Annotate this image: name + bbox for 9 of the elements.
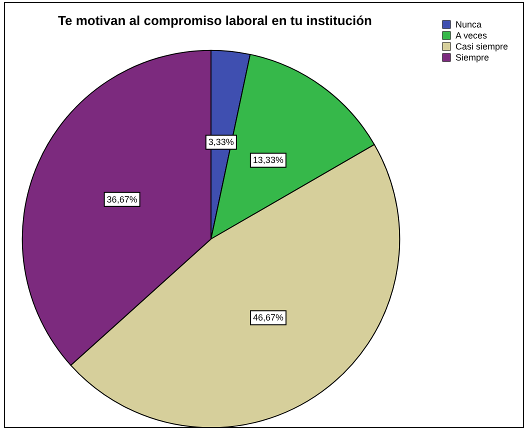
data-label: 46,67% (252, 312, 284, 323)
chart-title: Te motivan al compromiso laboral en tu institución (58, 13, 372, 28)
legend-label: Nunca (455, 20, 482, 30)
legend-label: A veces (455, 30, 488, 40)
data-label: 36,67% (106, 194, 138, 204)
data-label: 13,33% (252, 155, 284, 166)
legend-label: Casi siempre (455, 42, 508, 52)
legend-label: Siempre (455, 52, 489, 62)
data-label: 3,33% (208, 137, 234, 148)
